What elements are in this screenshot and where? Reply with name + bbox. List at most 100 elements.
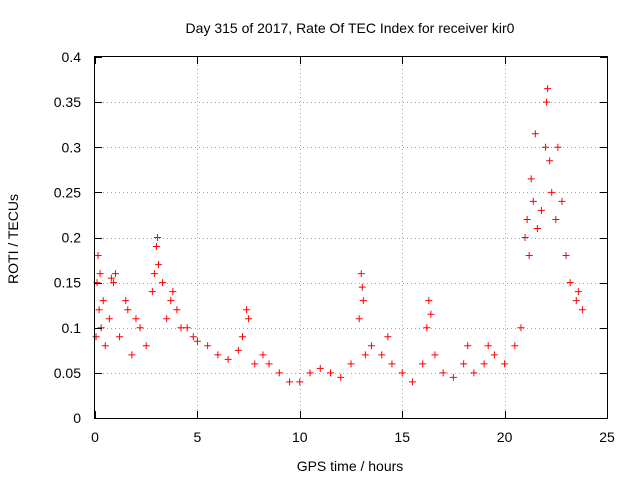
- data-point: [105, 315, 113, 323]
- data-point: [562, 252, 570, 260]
- data-point: [234, 346, 242, 354]
- data-point: [427, 310, 435, 318]
- data-point: [116, 333, 124, 341]
- data-point: [431, 351, 439, 359]
- x-tick-label: 5: [194, 429, 202, 445]
- data-point: [204, 342, 212, 350]
- y-tick-label: 0.25: [54, 184, 81, 200]
- y-tick-label: 0.05: [54, 365, 81, 381]
- data-point: [537, 206, 545, 214]
- data-point: [150, 270, 158, 278]
- data-point: [214, 351, 222, 359]
- data-point: [296, 378, 304, 386]
- data-point: [359, 297, 367, 305]
- data-point: [501, 360, 509, 368]
- data-point: [511, 342, 519, 350]
- data-point: [286, 378, 294, 386]
- data-point: [355, 315, 363, 323]
- x-axis-title: GPS time / hours: [297, 458, 404, 474]
- data-point: [378, 351, 386, 359]
- data-point: [449, 373, 457, 381]
- data-point: [525, 252, 533, 260]
- data-point: [96, 270, 104, 278]
- x-tick-label: 10: [292, 429, 308, 445]
- data-point: [306, 369, 314, 377]
- x-tick-label: 0: [91, 429, 99, 445]
- data-point: [107, 274, 115, 282]
- y-tick-label: 0.3: [62, 139, 82, 155]
- data-point: [275, 369, 283, 377]
- data-point: [265, 360, 273, 368]
- data-point: [423, 324, 431, 332]
- data-point: [425, 297, 433, 305]
- data-point: [259, 351, 267, 359]
- data-point: [316, 364, 324, 372]
- data-point: [574, 288, 582, 296]
- data-point: [153, 234, 161, 241]
- data-point: [124, 306, 132, 314]
- data-point: [358, 283, 366, 291]
- data-point: [167, 297, 175, 305]
- data-point: [398, 369, 406, 377]
- data-point: [122, 297, 130, 305]
- data-point: [183, 324, 191, 332]
- data-point: [521, 234, 529, 241]
- data-point: [245, 315, 253, 323]
- data-point: [523, 215, 531, 223]
- y-tick-label: 0.35: [54, 94, 81, 110]
- data-point: [572, 297, 580, 305]
- data-point: [558, 197, 566, 205]
- data-point: [94, 252, 102, 260]
- data-point: [142, 342, 150, 350]
- y-tick-label: 0: [73, 410, 81, 426]
- data-point: [99, 297, 107, 305]
- data-point: [97, 324, 105, 332]
- x-tick-label: 25: [599, 429, 615, 445]
- data-point: [361, 351, 369, 359]
- data-point: [464, 342, 472, 350]
- data-point: [148, 288, 156, 296]
- data-point: [470, 369, 478, 377]
- grid: [95, 57, 607, 418]
- data-point: [327, 369, 335, 377]
- data-point: [542, 143, 550, 151]
- data-point: [460, 360, 468, 368]
- chart-title: Day 315 of 2017, Rate Of TEC Index for r…: [186, 20, 515, 36]
- data-point: [347, 360, 355, 368]
- axis-ticks: 0 5 10 15 20 25 0 0.05 0.1 0.15 0.2 0.25 0.3 0.35 0.4: [54, 49, 615, 445]
- data-point: [132, 315, 140, 323]
- data-point: [109, 279, 117, 287]
- data-point: [578, 306, 586, 314]
- data-point: [533, 224, 541, 232]
- data-point: [169, 288, 177, 296]
- data-point: [152, 243, 160, 251]
- data-point: [566, 279, 574, 287]
- data-point: [189, 333, 197, 341]
- x-tick-label: 20: [497, 429, 513, 445]
- data-point: [92, 333, 100, 341]
- data-point: [554, 143, 562, 151]
- data-point: [529, 197, 537, 205]
- data-point: [546, 157, 554, 165]
- data-point: [251, 360, 259, 368]
- data-point: [337, 373, 345, 381]
- data-point: [490, 351, 498, 359]
- data-point: [543, 98, 551, 106]
- y-tick-label: 0.15: [54, 275, 81, 291]
- data-point: [367, 342, 375, 350]
- data-points: [92, 85, 586, 386]
- data-point: [101, 342, 109, 350]
- data-point: [480, 360, 488, 368]
- data-point: [517, 324, 525, 332]
- data-point: [128, 351, 136, 359]
- data-point: [527, 175, 535, 183]
- data-point: [173, 306, 181, 314]
- data-point: [111, 270, 119, 278]
- data-point: [388, 360, 396, 368]
- y-tick-label: 0.2: [62, 230, 82, 246]
- data-point: [238, 333, 246, 341]
- data-point: [95, 306, 103, 314]
- data-point: [136, 324, 144, 332]
- data-point: [224, 355, 232, 363]
- data-point: [544, 85, 552, 93]
